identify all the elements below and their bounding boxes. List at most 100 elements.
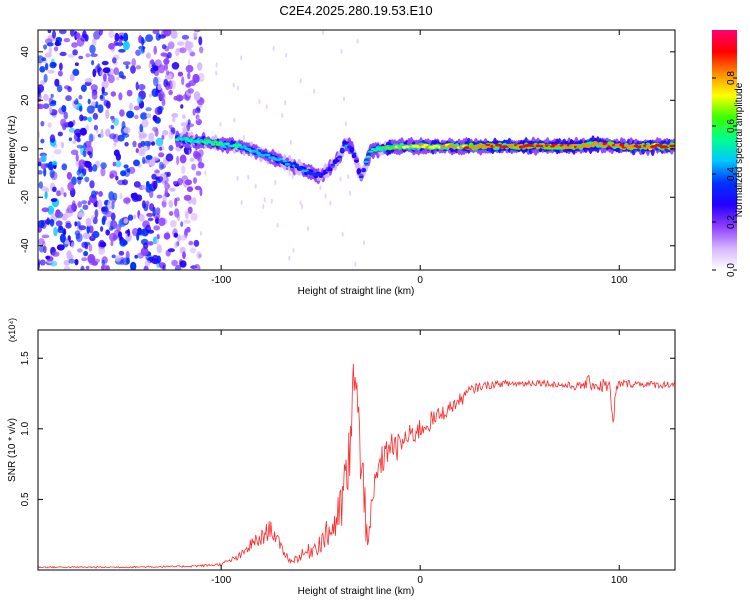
noise-cell <box>186 120 188 125</box>
noise-cell <box>240 200 243 206</box>
noise-cell <box>157 64 165 74</box>
noise-cell <box>57 70 63 77</box>
noise-cell <box>262 204 265 209</box>
noise-cell <box>183 219 191 224</box>
noise-cell <box>168 131 174 140</box>
snr-y-label: SNR (10 * v/v) <box>7 418 18 482</box>
snr-panel: -100 0 100 0.5 1.0 1.5 Height of straight li… <box>7 318 676 597</box>
noise-cell <box>174 264 182 270</box>
spectrogram-panel: -100 0 100 -40 -20 0 20 40 Height of straight … <box>7 29 676 297</box>
colorbar-gradient <box>712 30 737 270</box>
noise-cell <box>78 159 86 169</box>
noise-cell <box>47 122 52 128</box>
x-tick-label: 100 <box>611 275 628 286</box>
noise-cell <box>122 61 131 66</box>
noise-cell <box>171 113 179 118</box>
noise-cell <box>137 252 144 259</box>
noise-cell <box>164 188 168 198</box>
noise-cell <box>84 176 90 183</box>
noise-cell <box>168 124 173 129</box>
noise-cell <box>80 173 84 178</box>
noise-cell <box>192 108 196 116</box>
ridge-cell <box>265 153 271 157</box>
noise-cell <box>148 161 152 166</box>
noise-cell <box>194 152 202 158</box>
y-tick-label: 20 <box>20 94 31 106</box>
noise-cell <box>76 169 81 176</box>
noise-cell <box>113 149 120 157</box>
spectrogram-x-ticks: -100 0 100 <box>211 30 628 286</box>
noise-cell <box>177 71 184 77</box>
noise-cell <box>84 78 93 83</box>
spectrogram-frame <box>37 29 676 271</box>
noise-cell <box>199 187 203 197</box>
noise-cell <box>65 95 72 102</box>
noise-cell <box>66 253 74 261</box>
noise-cell <box>93 30 101 40</box>
noise-cell <box>158 34 166 39</box>
noise-cell <box>281 113 284 118</box>
noise-cell <box>156 194 163 199</box>
noise-cell <box>181 76 185 86</box>
noise-cell <box>99 94 104 100</box>
noise-cell <box>100 167 106 177</box>
noise-cell <box>98 246 106 255</box>
noise-cell <box>38 245 45 253</box>
noise-cell <box>193 30 201 33</box>
noise-cell <box>343 96 345 102</box>
noise-cell <box>40 163 47 170</box>
noise-cell <box>347 174 350 180</box>
noise-cell <box>152 114 158 122</box>
noise-cell <box>344 121 347 127</box>
noise-cell <box>193 91 201 101</box>
y-tick-label: 40 <box>20 46 31 58</box>
noise-cell <box>101 80 109 89</box>
noise-cell <box>88 225 94 234</box>
noise-cell <box>38 170 43 175</box>
noise-cell <box>184 210 189 220</box>
noise-cell <box>78 94 83 100</box>
noise-cell <box>98 191 103 197</box>
noise-cell <box>113 67 120 76</box>
colorbar: 0.0 0.2 0.4 0.6 0.8 Normalized spectral ampl… <box>712 30 745 277</box>
noise-cell <box>103 99 109 107</box>
colorbar-tick-label: 0.6 <box>726 119 737 133</box>
noise-cell <box>154 169 160 174</box>
noise-cell <box>101 264 107 270</box>
noise-cell <box>84 161 92 168</box>
noise-cell <box>100 162 107 170</box>
noise-cell <box>168 89 173 96</box>
noise-cell <box>51 251 60 257</box>
noise-cell <box>146 212 154 217</box>
noise-cell <box>118 48 126 53</box>
ridge-cell <box>366 155 371 158</box>
noise-cell <box>191 163 197 171</box>
noise-cell <box>60 141 65 149</box>
noise-cell <box>171 79 176 90</box>
noise-cell <box>125 64 129 69</box>
noise-cell <box>356 38 359 44</box>
noise-cell <box>197 62 203 71</box>
noise-cell <box>153 45 157 55</box>
ridge-cell <box>208 140 214 144</box>
noise-cell <box>71 42 78 48</box>
noise-cell <box>288 255 291 261</box>
ridge-cell <box>184 137 190 141</box>
noise-cell <box>74 258 79 266</box>
noise-cell <box>173 95 178 101</box>
noise-cell <box>60 118 67 127</box>
noise-cell <box>145 155 153 160</box>
noise-cell <box>81 200 88 205</box>
colorbar-tick-label: 0.8 <box>726 71 737 85</box>
noise-cell <box>157 83 162 91</box>
noise-cell <box>135 49 142 56</box>
noise-cell <box>131 58 136 67</box>
noise-cell <box>104 210 113 218</box>
noise-cell <box>78 55 84 60</box>
noise-cell <box>177 41 185 46</box>
noise-cell <box>187 206 193 214</box>
snr-series-line <box>38 363 675 569</box>
ridge-cell <box>339 149 345 152</box>
noise-cell <box>87 116 93 123</box>
noise-cell <box>50 100 57 105</box>
